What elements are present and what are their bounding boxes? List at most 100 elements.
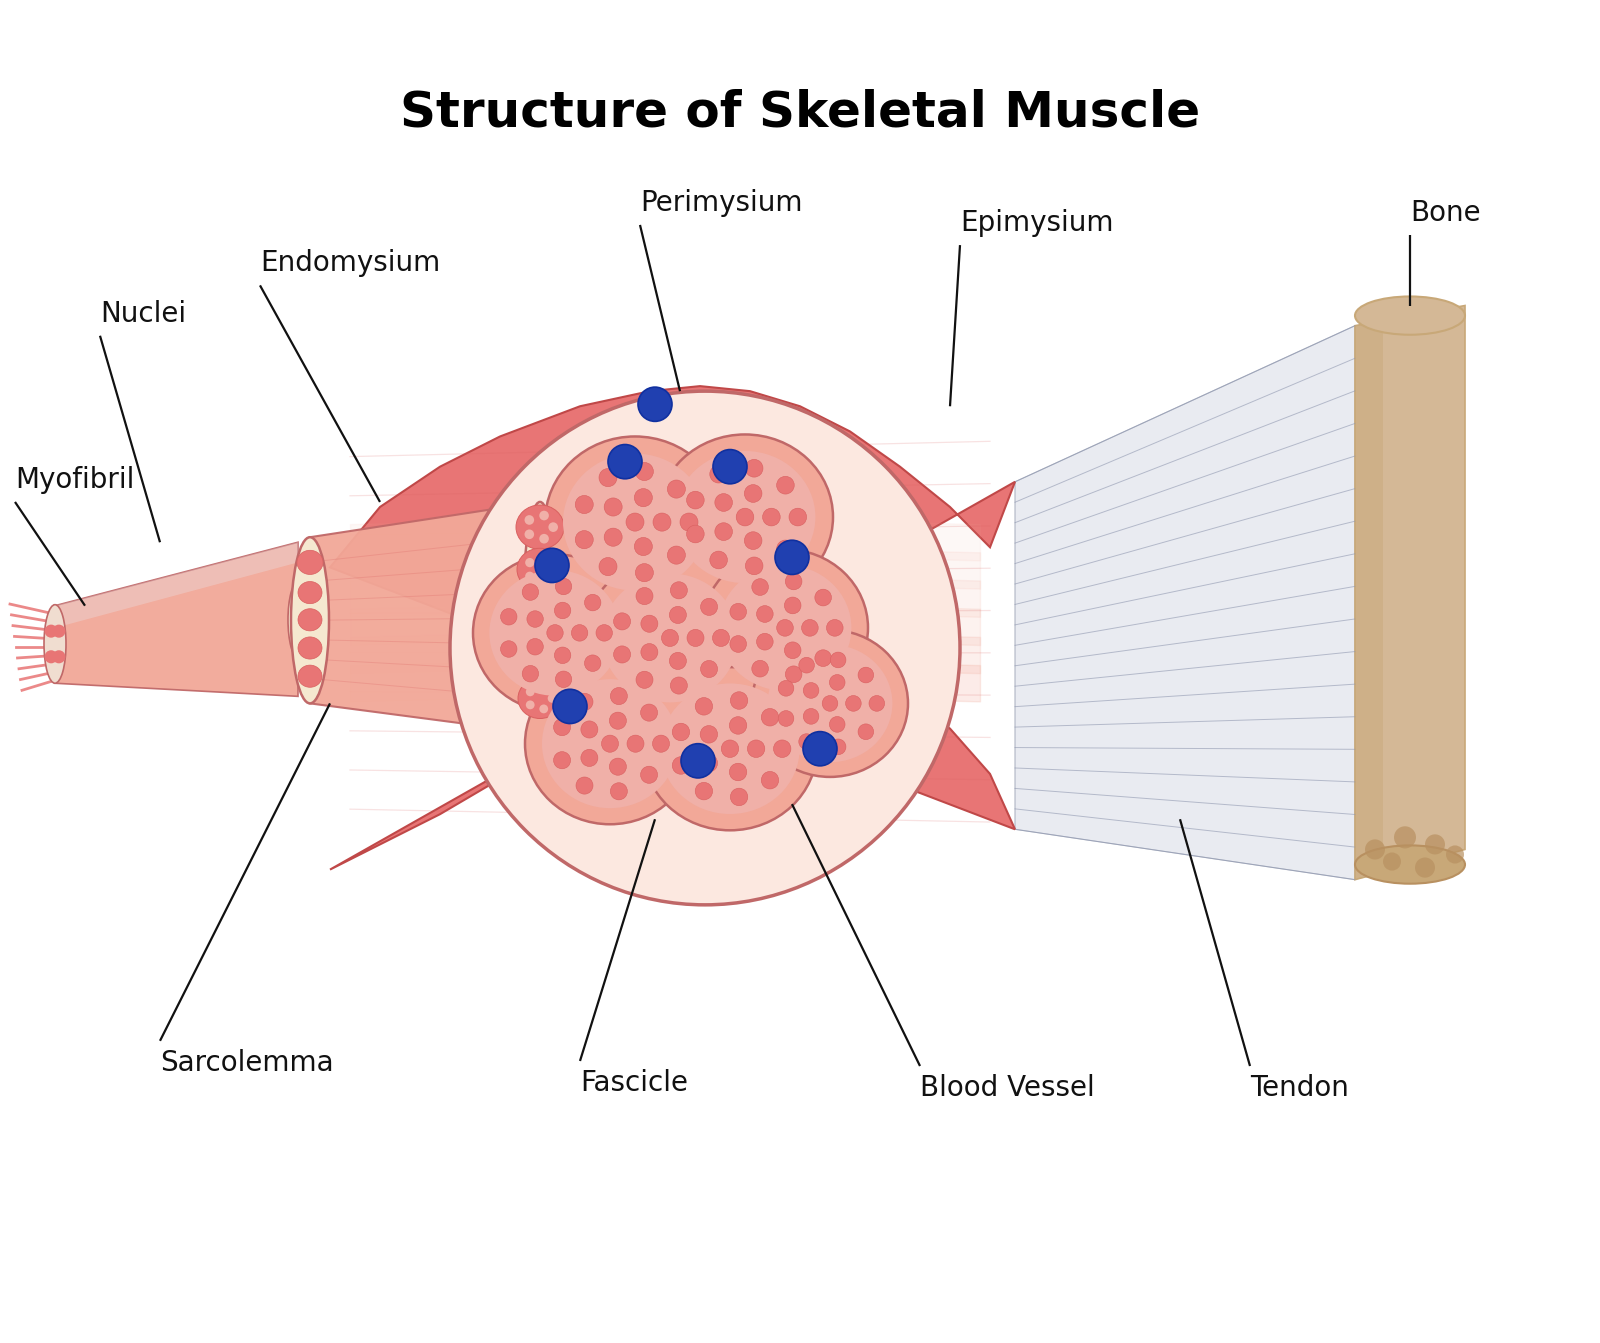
Circle shape bbox=[539, 684, 549, 692]
Text: Nuclei: Nuclei bbox=[99, 299, 186, 328]
Circle shape bbox=[669, 607, 686, 623]
Ellipse shape bbox=[298, 608, 322, 631]
Circle shape bbox=[539, 598, 549, 607]
Ellipse shape bbox=[702, 549, 867, 706]
Circle shape bbox=[869, 696, 885, 712]
Circle shape bbox=[526, 611, 544, 627]
Circle shape bbox=[539, 510, 549, 520]
Ellipse shape bbox=[1355, 846, 1466, 884]
Circle shape bbox=[525, 557, 534, 567]
Circle shape bbox=[526, 602, 534, 611]
Circle shape bbox=[786, 666, 802, 682]
Circle shape bbox=[635, 462, 653, 481]
Circle shape bbox=[667, 479, 685, 498]
Circle shape bbox=[539, 641, 549, 650]
Circle shape bbox=[784, 598, 802, 614]
Ellipse shape bbox=[563, 454, 707, 591]
Circle shape bbox=[576, 530, 594, 549]
Circle shape bbox=[762, 771, 779, 788]
Circle shape bbox=[549, 522, 558, 532]
Circle shape bbox=[547, 608, 557, 618]
Ellipse shape bbox=[1355, 297, 1466, 334]
Ellipse shape bbox=[298, 637, 322, 659]
Circle shape bbox=[789, 508, 806, 526]
Ellipse shape bbox=[768, 645, 893, 763]
Polygon shape bbox=[54, 543, 298, 627]
Circle shape bbox=[584, 595, 602, 611]
Circle shape bbox=[637, 672, 653, 689]
Circle shape bbox=[637, 587, 653, 604]
Circle shape bbox=[539, 576, 549, 586]
Circle shape bbox=[525, 572, 534, 582]
Ellipse shape bbox=[517, 635, 563, 677]
Circle shape bbox=[539, 535, 549, 544]
Circle shape bbox=[598, 469, 618, 486]
Circle shape bbox=[539, 619, 549, 627]
Circle shape bbox=[610, 757, 626, 775]
Circle shape bbox=[686, 525, 704, 543]
Circle shape bbox=[730, 635, 747, 653]
Circle shape bbox=[776, 477, 794, 494]
Circle shape bbox=[626, 513, 643, 532]
Ellipse shape bbox=[523, 502, 557, 733]
Circle shape bbox=[501, 641, 517, 657]
Circle shape bbox=[584, 655, 602, 672]
Circle shape bbox=[555, 647, 571, 663]
Circle shape bbox=[554, 719, 571, 736]
Circle shape bbox=[555, 672, 571, 688]
Text: Myofibril: Myofibril bbox=[14, 466, 134, 494]
Circle shape bbox=[539, 553, 549, 563]
Text: Epimysium: Epimysium bbox=[960, 210, 1114, 238]
Ellipse shape bbox=[602, 573, 738, 702]
Circle shape bbox=[627, 735, 643, 752]
Circle shape bbox=[450, 391, 960, 905]
Circle shape bbox=[642, 615, 658, 633]
Circle shape bbox=[762, 709, 779, 727]
Circle shape bbox=[752, 661, 768, 677]
Text: Bone: Bone bbox=[1410, 199, 1480, 227]
Circle shape bbox=[526, 638, 544, 655]
Circle shape bbox=[746, 557, 763, 575]
Polygon shape bbox=[310, 502, 541, 733]
Circle shape bbox=[730, 763, 747, 780]
Circle shape bbox=[45, 624, 58, 638]
Circle shape bbox=[610, 712, 626, 729]
Circle shape bbox=[539, 705, 549, 713]
Circle shape bbox=[576, 778, 594, 794]
Ellipse shape bbox=[288, 582, 307, 658]
Circle shape bbox=[581, 749, 598, 767]
Circle shape bbox=[642, 643, 658, 661]
Circle shape bbox=[686, 630, 704, 646]
Circle shape bbox=[555, 602, 571, 619]
Circle shape bbox=[730, 788, 747, 806]
Circle shape bbox=[830, 653, 846, 667]
Circle shape bbox=[547, 694, 557, 702]
Ellipse shape bbox=[542, 680, 678, 808]
Circle shape bbox=[701, 755, 717, 772]
Circle shape bbox=[634, 489, 653, 506]
Ellipse shape bbox=[661, 684, 800, 814]
Circle shape bbox=[858, 667, 874, 682]
Circle shape bbox=[757, 634, 773, 650]
Circle shape bbox=[669, 653, 686, 669]
Circle shape bbox=[576, 496, 594, 513]
Polygon shape bbox=[1014, 325, 1355, 880]
Circle shape bbox=[694, 783, 712, 800]
Circle shape bbox=[814, 650, 832, 666]
Ellipse shape bbox=[298, 582, 322, 604]
Ellipse shape bbox=[675, 451, 816, 583]
Text: Fascicle: Fascicle bbox=[579, 1069, 688, 1097]
Ellipse shape bbox=[658, 434, 834, 599]
Circle shape bbox=[701, 661, 717, 678]
Text: Tendon: Tendon bbox=[1250, 1074, 1349, 1103]
Polygon shape bbox=[1355, 322, 1382, 880]
Circle shape bbox=[803, 682, 819, 698]
Circle shape bbox=[1394, 826, 1416, 849]
Circle shape bbox=[694, 697, 712, 714]
Ellipse shape bbox=[474, 555, 637, 712]
Circle shape bbox=[581, 721, 598, 739]
Circle shape bbox=[701, 598, 717, 615]
Circle shape bbox=[576, 693, 594, 710]
Circle shape bbox=[549, 565, 557, 573]
Ellipse shape bbox=[298, 665, 322, 688]
